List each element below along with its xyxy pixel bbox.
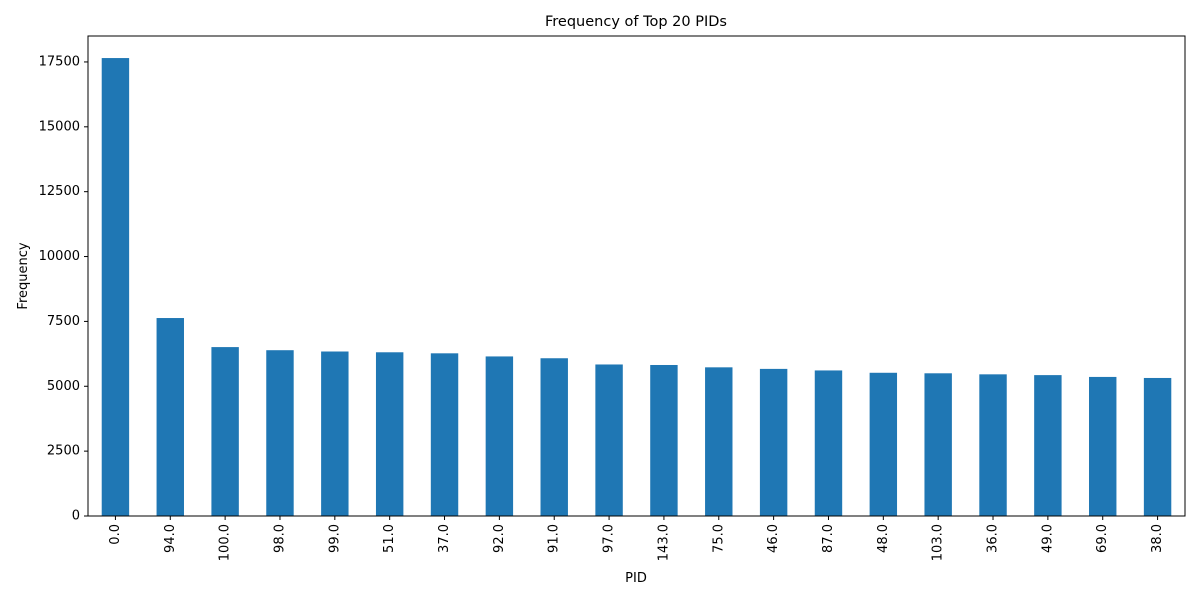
plot-frame xyxy=(87,35,1186,517)
x-axis-label: PID xyxy=(625,571,647,586)
bar-75.0 xyxy=(705,367,733,516)
x-tick-label: 37.0 xyxy=(437,524,452,553)
bar-94.0 xyxy=(156,318,184,516)
x-tick-label: 100.0 xyxy=(218,524,233,561)
x-axis-ticks: 0.0 94.0 100.0 98.0 99.0 51.0 37.0 92.0 91.0 97.0… xyxy=(108,516,1165,561)
x-tick-label: 91.0 xyxy=(547,524,562,553)
y-tick-label: 17500 xyxy=(39,54,80,69)
bar-38.0 xyxy=(1143,377,1172,516)
x-tick-label: 143.0 xyxy=(656,524,671,561)
bar-36.0 xyxy=(979,374,1007,516)
x-tick-label: 97.0 xyxy=(602,524,617,553)
x-tick-label: 99.0 xyxy=(327,524,342,553)
y-axis-ticks: 0 2500 5000 7500 10000 12500 15000 17500 xyxy=(39,54,88,524)
bar-91.0 xyxy=(540,358,568,516)
bar-46.0 xyxy=(759,368,788,516)
x-tick-label: 48.0 xyxy=(876,524,891,553)
x-tick-label: 49.0 xyxy=(1040,524,1055,553)
x-tick-label: 103.0 xyxy=(931,524,946,561)
bar-0.0 xyxy=(101,58,130,517)
x-tick-label: 0.0 xyxy=(108,524,123,545)
y-tick-label: 0 xyxy=(72,509,80,524)
bar-143.0 xyxy=(650,364,678,516)
x-tick-label: 51.0 xyxy=(382,524,397,553)
y-tick-label: 5000 xyxy=(47,379,80,394)
y-tick-label: 15000 xyxy=(39,119,80,134)
bar-49.0 xyxy=(1034,375,1062,516)
x-tick-label: 46.0 xyxy=(766,524,781,553)
bar-69.0 xyxy=(1089,376,1117,516)
x-tick-label: 38.0 xyxy=(1150,524,1165,553)
bar-48.0 xyxy=(869,372,898,516)
x-tick-label: 94.0 xyxy=(163,524,178,553)
y-tick-label: 7500 xyxy=(47,314,80,329)
bar-87.0 xyxy=(814,370,843,516)
y-axis-label: Frequency xyxy=(16,242,31,309)
x-tick-label: 87.0 xyxy=(821,524,836,553)
chart-title: Frequency of Top 20 PIDs xyxy=(545,14,727,30)
bar-99.0 xyxy=(321,351,349,516)
x-tick-label: 69.0 xyxy=(1095,524,1110,553)
x-tick-label: 75.0 xyxy=(711,524,726,553)
bar-97.0 xyxy=(595,364,623,516)
y-tick-label: 2500 xyxy=(47,444,80,459)
bar-51.0 xyxy=(375,352,404,516)
x-tick-label: 98.0 xyxy=(272,524,287,553)
x-tick-label: 92.0 xyxy=(492,524,507,553)
y-tick-label: 10000 xyxy=(39,249,80,264)
x-tick-label: 36.0 xyxy=(986,524,1001,553)
bars-group xyxy=(101,58,1172,517)
bar-98.0 xyxy=(266,350,294,516)
bar-37.0 xyxy=(430,353,459,516)
bar-100.0 xyxy=(211,347,239,516)
bar-103.0 xyxy=(924,373,952,516)
y-tick-label: 12500 xyxy=(39,184,80,199)
bar-92.0 xyxy=(485,356,514,516)
